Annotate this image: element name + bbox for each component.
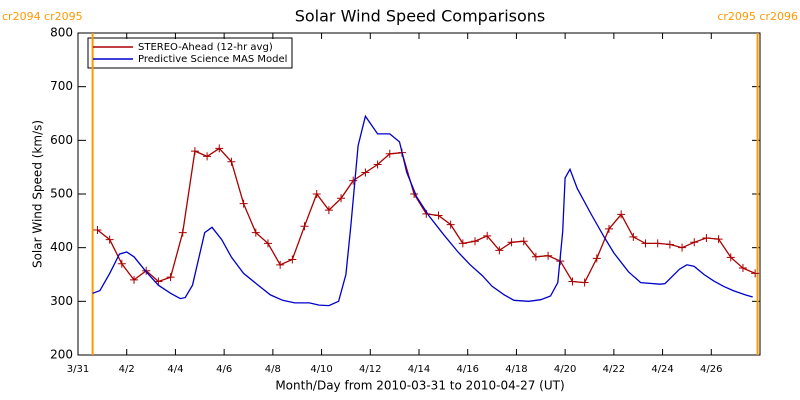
point-marker <box>544 251 553 260</box>
point-marker <box>373 160 382 169</box>
x-tick-label: 4/24 <box>651 364 673 375</box>
point-marker <box>166 273 175 282</box>
point-marker <box>239 199 248 208</box>
point-marker <box>276 260 285 269</box>
x-tick-label: 4/22 <box>603 364 625 375</box>
x-tick-label: 4/26 <box>700 364 722 375</box>
point-marker <box>142 266 151 275</box>
point-marker <box>471 237 480 246</box>
point-marker <box>531 252 540 261</box>
x-tick-label: 4/6 <box>216 364 232 375</box>
point-marker <box>349 176 358 185</box>
point-marker <box>568 277 577 286</box>
point-marker <box>105 235 114 244</box>
y-tick-label: 300 <box>50 294 73 308</box>
point-marker <box>726 253 735 262</box>
x-tick-label: 4/16 <box>456 364 478 375</box>
point-marker <box>215 144 224 153</box>
series-line <box>92 114 753 307</box>
x-tick-label: 4/20 <box>554 364 576 375</box>
point-marker <box>337 194 346 203</box>
point-marker <box>653 239 662 248</box>
point-marker <box>288 255 297 264</box>
point-marker <box>604 224 613 233</box>
y-tick-label: 800 <box>50 26 73 40</box>
point-marker <box>580 278 589 287</box>
x-tick-label: 3/31 <box>67 364 89 375</box>
point-marker <box>227 157 236 166</box>
x-tick-label: 4/4 <box>167 364 183 375</box>
point-marker <box>519 237 528 246</box>
x-tick-label: 4/14 <box>408 364 430 375</box>
y-tick-label: 500 <box>50 187 73 201</box>
point-marker <box>678 243 687 252</box>
point-marker <box>130 275 139 284</box>
point-marker <box>714 235 723 244</box>
point-marker <box>738 264 747 273</box>
point-marker <box>324 206 333 215</box>
x-tick-label: 4/12 <box>359 364 381 375</box>
boundary-label: cr2094 cr2095 <box>2 10 83 23</box>
y-tick-label: 600 <box>50 133 73 147</box>
point-marker <box>203 152 212 161</box>
point-marker <box>190 147 199 156</box>
y-axis-label: Solar Wind Speed (km/s) <box>31 120 45 268</box>
y-tick-label: 200 <box>50 348 73 362</box>
x-tick-label: 4/2 <box>119 364 135 375</box>
point-marker <box>483 231 492 240</box>
legend-label: Predictive Science MAS Model <box>138 54 287 65</box>
legend-label: STEREO-Ahead (12-hr avg) <box>138 42 273 53</box>
point-marker <box>665 240 674 249</box>
point-marker <box>263 239 272 248</box>
point-marker <box>434 211 443 220</box>
legend-box <box>87 37 293 69</box>
point-marker <box>93 225 102 234</box>
y-tick-label: 400 <box>50 240 73 254</box>
point-marker <box>592 254 601 263</box>
point-marker <box>629 232 638 241</box>
y-tick-label: 700 <box>50 79 73 93</box>
point-marker <box>446 220 455 229</box>
point-marker <box>458 239 467 248</box>
point-marker <box>751 269 760 278</box>
boundary-label: cr2095 cr2096 <box>717 10 798 23</box>
point-marker <box>617 210 626 219</box>
point-marker <box>251 228 260 237</box>
x-tick-label: 4/10 <box>310 364 332 375</box>
x-tick-label: 4/8 <box>265 364 281 375</box>
point-marker <box>361 168 370 177</box>
point-marker <box>178 228 187 237</box>
point-marker <box>507 238 516 247</box>
point-marker <box>495 246 504 255</box>
point-marker <box>300 222 309 231</box>
x-axis-label: Month/Day from 2010-03-31 to 2010-04-27 … <box>275 379 564 393</box>
point-marker <box>690 238 699 247</box>
point-marker <box>702 234 711 243</box>
x-tick-label: 4/18 <box>505 364 527 375</box>
point-marker <box>385 149 394 158</box>
point-marker <box>312 190 321 198</box>
point-marker <box>117 259 126 268</box>
point-marker <box>641 239 650 248</box>
chart-title: Solar Wind Speed Comparisons <box>295 7 546 26</box>
